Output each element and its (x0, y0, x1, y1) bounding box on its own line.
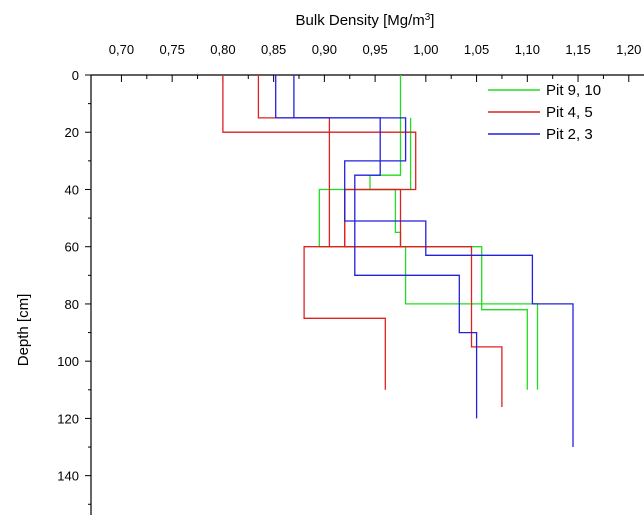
series-3-profile-1 (275, 75, 574, 447)
legend: Pit 9, 10 Pit 4, 5 Pit 2, 3 (488, 82, 601, 143)
x-tick-label: 0,80 (210, 42, 235, 57)
axes-layer: 0,70 0,75 0,80 0,85 0,90 0,95 1,00 1,05 1,10 1,15… (57, 42, 644, 515)
x-tick-label: 1,10 (515, 42, 540, 57)
series-1-profile-2 (318, 117, 539, 390)
legend-label: Pit 2, 3 (546, 126, 593, 143)
y-axis-title: Depth [cm] (15, 294, 32, 367)
x-axis-title: Bulk Density [Mg/m3] (296, 12, 435, 30)
series-2-profile-2 (257, 75, 406, 390)
y-tick-label: 0 (72, 68, 79, 83)
y-tick-label: 80 (65, 297, 79, 312)
series-layer (222, 75, 574, 447)
x-tick-label: 1,15 (565, 42, 590, 57)
x-tick-label: 1,05 (464, 42, 489, 57)
x-tick-label: 0,90 (312, 42, 337, 57)
y-tick-label: 100 (57, 354, 79, 369)
x-axis-title-main: Bulk Density [Mg/m (296, 12, 425, 29)
y-tick-label: 140 (57, 469, 79, 484)
x-tick-label: 0,85 (261, 42, 286, 57)
x-axis-title-end: ] (430, 12, 434, 29)
y-tick-label: 120 (57, 411, 79, 426)
series-1-profile-1 (369, 75, 528, 390)
x-axis-title-sup: 3 (425, 12, 431, 23)
x-tick-label: 0,70 (109, 42, 134, 57)
x-tick-label: 1,20 (616, 42, 641, 57)
y-tick-label: 20 (65, 125, 79, 140)
y-tick-label: 60 (65, 240, 79, 255)
x-tick-label: 0,75 (160, 42, 185, 57)
series-2-profile-1 (222, 75, 503, 407)
legend-label: Pit 4, 5 (546, 104, 593, 121)
legend-label: Pit 9, 10 (546, 82, 601, 99)
y-tick-label: 40 (65, 182, 79, 197)
x-tick-label: 0,95 (362, 42, 387, 57)
x-tick-label: 1,00 (413, 42, 438, 57)
series-3-profile-2 (293, 75, 478, 419)
